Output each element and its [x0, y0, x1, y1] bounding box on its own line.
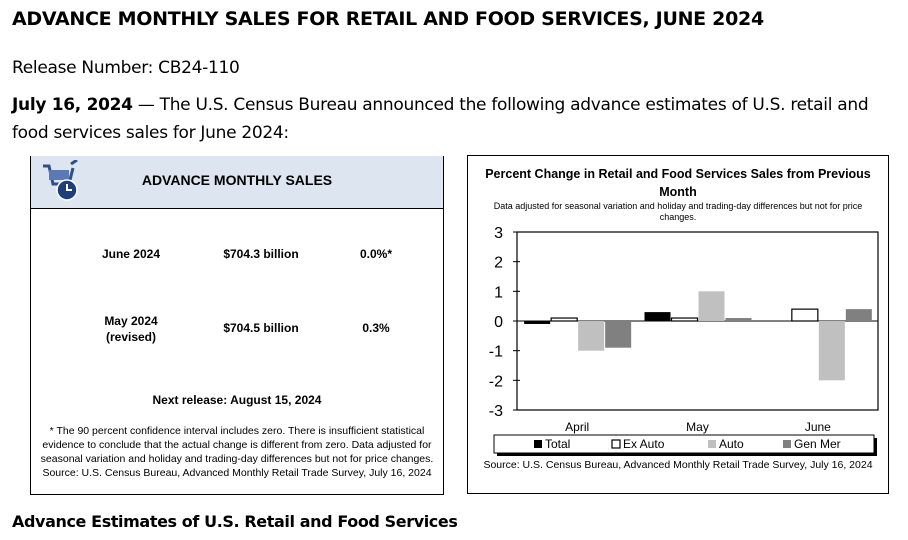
intro-paragraph: July 16, 2024 — The U.S. Census Bureau a…	[12, 91, 872, 147]
x-tick-label: June	[805, 420, 831, 434]
section-heading: Advance Estimates of U.S. Retail and Foo…	[12, 512, 458, 531]
legend-swatch	[534, 440, 542, 448]
card-header: ADVANCE MONTHLY SALES	[31, 156, 443, 209]
y-tick-label: 1	[494, 284, 503, 301]
sales-may: $704.5 billion	[223, 321, 299, 335]
page-title: ADVANCE MONTHLY SALES FOR RETAIL AND FOO…	[12, 8, 764, 30]
chart-title: Percent Change in Retail and Food Servic…	[485, 167, 871, 199]
bar-gen-mer-june	[845, 309, 872, 321]
sales-june: $704.3 billion	[223, 247, 299, 261]
bar-ex-auto-may	[670, 317, 699, 322]
period-june: June 2024	[101, 247, 161, 261]
bar-total-may	[644, 312, 671, 321]
change-may: 0.3%	[362, 321, 390, 335]
legend-swatch	[783, 440, 791, 448]
y-tick-label: 0	[494, 314, 503, 331]
period-may: May 2024 (revised)	[81, 313, 181, 345]
y-tick-label: -3	[489, 403, 503, 420]
y-tick-label: 2	[494, 255, 503, 272]
intro-date: July 16, 2024	[12, 95, 133, 115]
release-number: Release Number: CB24-110	[12, 58, 240, 78]
y-tick-label: -2	[489, 373, 503, 390]
legend-swatch	[611, 439, 621, 449]
legend-label: Gen Mer	[794, 437, 841, 451]
y-tick-label: 3	[494, 225, 503, 242]
bar-ex-auto-april	[550, 317, 578, 322]
y-tick-label: -1	[489, 344, 503, 361]
bar-ex-auto-june	[791, 308, 819, 322]
footnote: * The 90 percent confidence interval inc…	[40, 425, 434, 479]
legend-label: Total	[545, 437, 570, 451]
bar-gen-mer-may	[725, 318, 752, 321]
bar-total-april	[524, 321, 551, 324]
change-june: 0.0%*	[359, 247, 393, 261]
legend-box	[493, 434, 875, 454]
bar-auto-june	[818, 321, 845, 381]
x-tick-label: April	[565, 420, 589, 434]
chart-panel: Percent Change in Retail and Food Servic…	[467, 155, 889, 494]
period-may-label: May 2024	[104, 314, 158, 328]
bar-auto-may	[698, 291, 725, 321]
advance-sales-card: ADVANCE MONTHLY SALES June 2024 $704.3 b…	[30, 156, 444, 495]
shopping-cart-clock-icon	[43, 160, 78, 201]
next-release: Next release: August 15, 2024	[152, 393, 322, 407]
period-may-revised: (revised)	[105, 330, 157, 344]
intro-text: — The U.S. Census Bureau announced the f…	[12, 95, 869, 143]
card-title: ADVANCE MONTHLY SALES	[141, 172, 333, 188]
bar-gen-mer-april	[605, 321, 632, 348]
bar-total-june	[764, 321, 791, 322]
bar-auto-april	[578, 321, 605, 351]
legend-label: Ex Auto	[623, 437, 665, 451]
legend-label: Auto	[719, 437, 744, 451]
bar-chart: 3 2 1 0 -1 -2 -3 April May June Total Ex Auto Auto Ge…	[489, 225, 879, 456]
chart-subtitle: Data adjusted for seasonal variation and…	[493, 201, 863, 222]
x-tick-label: May	[686, 420, 709, 434]
legend-swatch	[708, 440, 716, 448]
chart-source: Source: U.S. Census Bureau, Advanced Mon…	[483, 459, 873, 471]
